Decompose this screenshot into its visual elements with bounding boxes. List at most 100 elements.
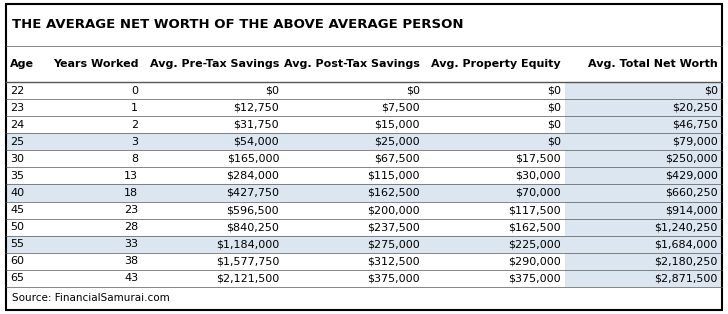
FancyBboxPatch shape: [6, 202, 722, 219]
Text: $914,000: $914,000: [665, 205, 718, 215]
Text: $1,577,750: $1,577,750: [215, 256, 279, 266]
FancyBboxPatch shape: [565, 202, 722, 219]
Text: $200,000: $200,000: [368, 205, 420, 215]
FancyBboxPatch shape: [565, 82, 722, 99]
Text: 22: 22: [10, 86, 25, 96]
Text: $20,250: $20,250: [672, 103, 718, 113]
FancyBboxPatch shape: [6, 99, 722, 116]
Text: 50: 50: [10, 222, 24, 232]
Text: $0: $0: [547, 86, 561, 96]
FancyBboxPatch shape: [6, 252, 722, 270]
FancyBboxPatch shape: [565, 252, 722, 270]
Text: $0: $0: [406, 86, 420, 96]
Text: Years Worked: Years Worked: [53, 59, 138, 69]
Text: 33: 33: [124, 239, 138, 249]
Text: $0: $0: [265, 86, 279, 96]
FancyBboxPatch shape: [6, 167, 722, 184]
FancyBboxPatch shape: [6, 82, 722, 99]
FancyBboxPatch shape: [565, 184, 722, 202]
Text: 13: 13: [124, 171, 138, 181]
Text: $290,000: $290,000: [508, 256, 561, 266]
FancyBboxPatch shape: [565, 167, 722, 184]
Text: 38: 38: [124, 256, 138, 266]
Text: Avg. Post-Tax Savings: Avg. Post-Tax Savings: [284, 59, 420, 69]
Text: $237,500: $237,500: [367, 222, 420, 232]
Text: $429,000: $429,000: [665, 171, 718, 181]
FancyBboxPatch shape: [565, 99, 722, 116]
Text: $596,500: $596,500: [226, 205, 279, 215]
FancyBboxPatch shape: [6, 287, 722, 310]
Text: $284,000: $284,000: [226, 171, 279, 181]
Text: $375,000: $375,000: [508, 273, 561, 283]
Text: Source: FinancialSamurai.com: Source: FinancialSamurai.com: [12, 294, 170, 303]
Text: 24: 24: [10, 120, 25, 130]
Text: 35: 35: [10, 171, 24, 181]
Text: 1: 1: [131, 103, 138, 113]
FancyBboxPatch shape: [565, 133, 722, 150]
Text: $70,000: $70,000: [515, 188, 561, 198]
FancyBboxPatch shape: [6, 150, 722, 167]
FancyBboxPatch shape: [565, 116, 722, 133]
Text: $46,750: $46,750: [672, 120, 718, 130]
Text: $31,750: $31,750: [234, 120, 279, 130]
Text: $2,121,500: $2,121,500: [216, 273, 279, 283]
Text: $7,500: $7,500: [381, 103, 420, 113]
Text: 28: 28: [124, 222, 138, 232]
FancyBboxPatch shape: [6, 270, 722, 287]
Text: $1,184,000: $1,184,000: [216, 239, 279, 249]
Text: $2,871,500: $2,871,500: [654, 273, 718, 283]
Text: Age: Age: [10, 59, 34, 69]
Text: $0: $0: [704, 86, 718, 96]
Text: $2,180,250: $2,180,250: [654, 256, 718, 266]
Text: $12,750: $12,750: [234, 103, 279, 113]
Text: 23: 23: [124, 205, 138, 215]
Text: $275,000: $275,000: [367, 239, 420, 249]
FancyBboxPatch shape: [565, 150, 722, 167]
Text: 2: 2: [131, 120, 138, 130]
Text: $840,250: $840,250: [226, 222, 279, 232]
Text: 8: 8: [131, 154, 138, 164]
Text: $162,500: $162,500: [368, 188, 420, 198]
Text: $165,000: $165,000: [226, 154, 279, 164]
Text: $117,500: $117,500: [508, 205, 561, 215]
Text: 55: 55: [10, 239, 24, 249]
Text: 23: 23: [10, 103, 24, 113]
FancyBboxPatch shape: [565, 236, 722, 252]
Text: $312,500: $312,500: [368, 256, 420, 266]
Text: $375,000: $375,000: [368, 273, 420, 283]
Text: $17,500: $17,500: [515, 154, 561, 164]
Text: $79,000: $79,000: [672, 137, 718, 147]
Text: $660,250: $660,250: [665, 188, 718, 198]
Text: Avg. Pre-Tax Savings: Avg. Pre-Tax Savings: [150, 59, 279, 69]
Text: $67,500: $67,500: [374, 154, 420, 164]
Text: $250,000: $250,000: [665, 154, 718, 164]
Text: $427,750: $427,750: [226, 188, 279, 198]
Text: THE AVERAGE NET WORTH OF THE ABOVE AVERAGE PERSON: THE AVERAGE NET WORTH OF THE ABOVE AVERA…: [12, 19, 463, 31]
Text: 3: 3: [131, 137, 138, 147]
Text: 30: 30: [10, 154, 24, 164]
Text: $30,000: $30,000: [515, 171, 561, 181]
Text: $1,240,250: $1,240,250: [654, 222, 718, 232]
Text: 40: 40: [10, 188, 24, 198]
FancyBboxPatch shape: [6, 116, 722, 133]
FancyBboxPatch shape: [565, 219, 722, 236]
Text: $25,000: $25,000: [374, 137, 420, 147]
Text: $54,000: $54,000: [234, 137, 279, 147]
FancyBboxPatch shape: [6, 46, 722, 82]
FancyBboxPatch shape: [6, 4, 722, 46]
Text: $225,000: $225,000: [508, 239, 561, 249]
Text: $162,500: $162,500: [508, 222, 561, 232]
FancyBboxPatch shape: [6, 236, 722, 252]
Text: $115,000: $115,000: [368, 171, 420, 181]
Text: 60: 60: [10, 256, 24, 266]
FancyBboxPatch shape: [565, 270, 722, 287]
Text: Avg. Property Equity: Avg. Property Equity: [431, 59, 561, 69]
Text: $1,684,000: $1,684,000: [654, 239, 718, 249]
Text: 18: 18: [124, 188, 138, 198]
Text: $0: $0: [547, 103, 561, 113]
Text: Avg. Total Net Worth: Avg. Total Net Worth: [588, 59, 718, 69]
FancyBboxPatch shape: [6, 184, 722, 202]
Text: $15,000: $15,000: [374, 120, 420, 130]
Text: 0: 0: [131, 86, 138, 96]
Text: $0: $0: [547, 120, 561, 130]
